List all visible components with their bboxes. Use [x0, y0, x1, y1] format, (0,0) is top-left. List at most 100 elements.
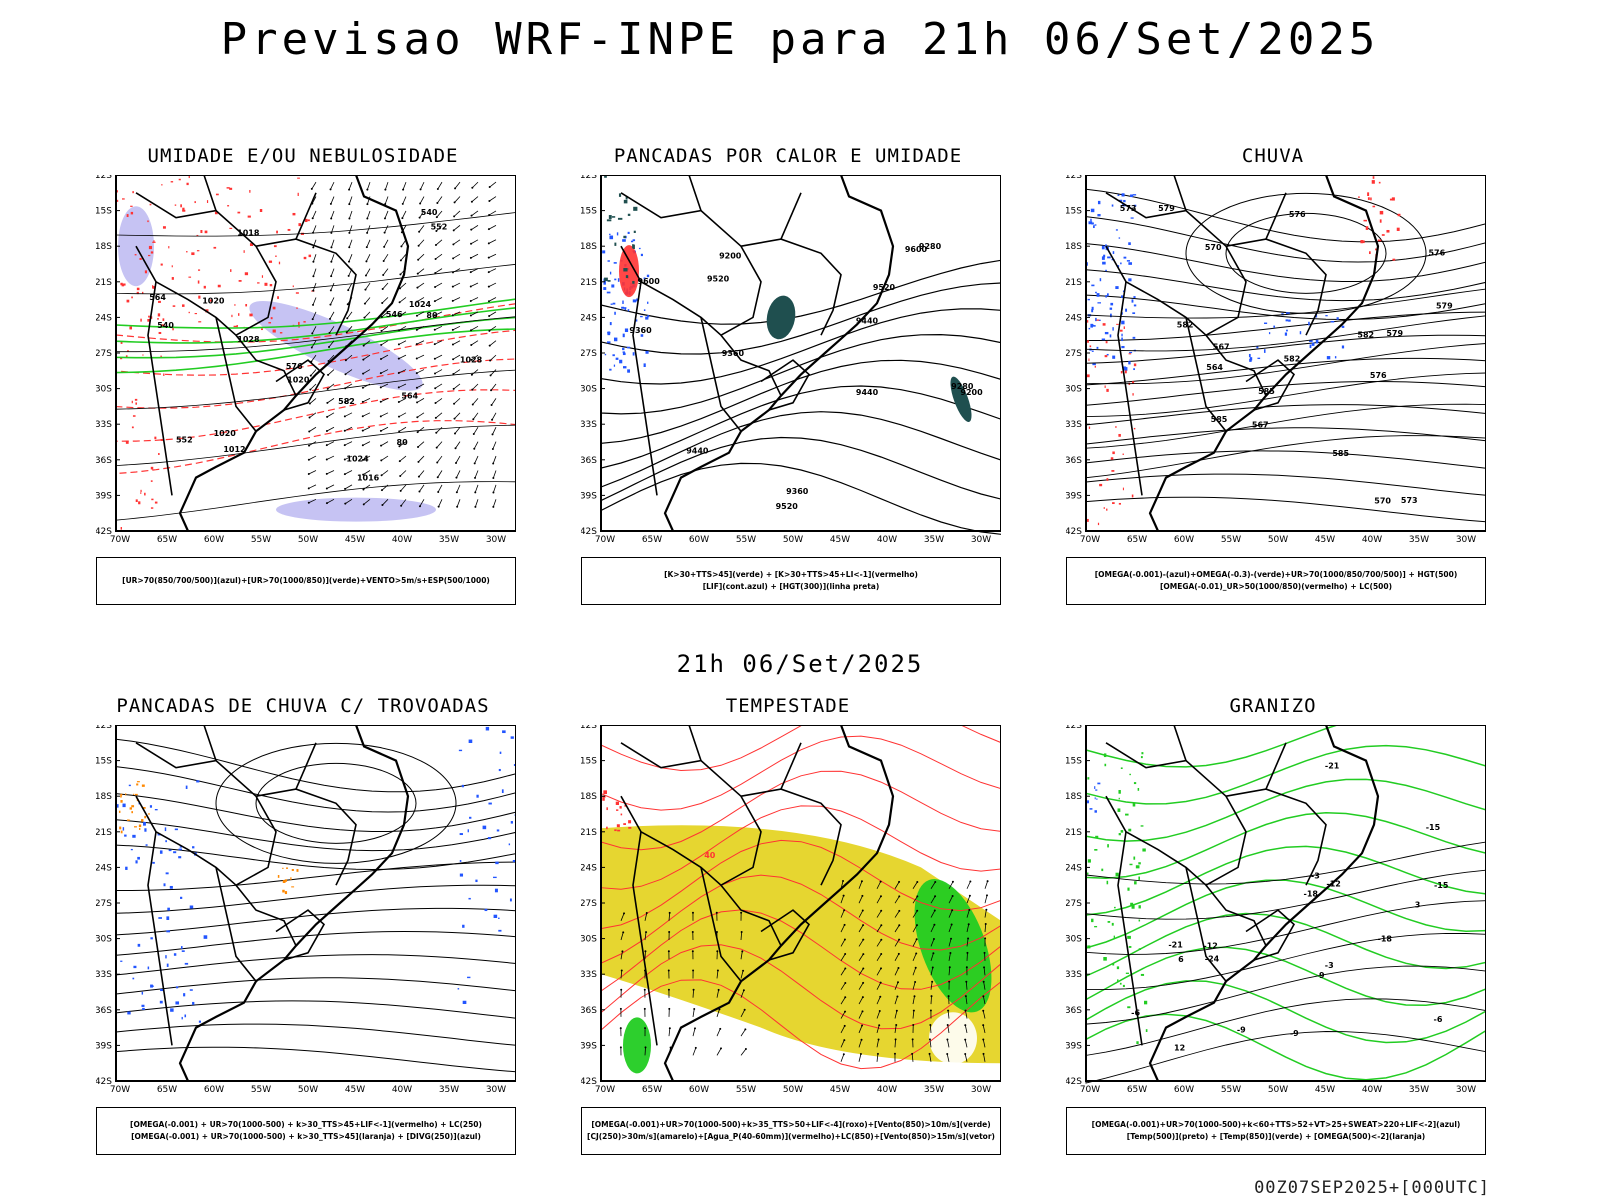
wind-vector-head: [382, 274, 385, 277]
contour-label: 552: [431, 222, 448, 231]
wind-vector-head: [329, 202, 332, 205]
cell-patch: [1094, 365, 1096, 368]
wind-vector: [740, 970, 744, 979]
political-border: [1185, 317, 1227, 432]
cell-patch: [1087, 859, 1091, 863]
cell-patch: [174, 204, 177, 206]
lat-tick-label: 30S: [1066, 935, 1082, 945]
cell-patch: [622, 239, 626, 242]
wind-vector: [840, 1039, 845, 1048]
wind-vector: [418, 470, 425, 477]
map-frame: [115, 725, 516, 1082]
wind-vector: [330, 254, 335, 262]
political-border: [215, 867, 257, 982]
lat-tick-label: 42S: [96, 527, 112, 537]
wind-vector: [435, 412, 443, 419]
wind-vector-head: [915, 952, 918, 955]
contour-label: 9520: [707, 274, 730, 283]
wind-vector: [858, 910, 864, 918]
cell-patch: [131, 426, 134, 429]
cell-patch: [498, 768, 501, 772]
cell-patch: [1111, 922, 1114, 926]
wind-vector-head: [932, 937, 935, 940]
wind-vector-head: [343, 429, 346, 432]
wind-vector-head: [433, 357, 436, 360]
cell-patch: [214, 211, 218, 215]
wind-vector-head: [492, 505, 495, 508]
wind-vector: [929, 1053, 932, 1062]
wind-vector: [326, 498, 335, 504]
wind-vector: [470, 239, 479, 245]
political-border: [1105, 192, 1247, 337]
wind-vector: [894, 996, 898, 1005]
cell-patch: [122, 283, 126, 286]
cell-patch: [1131, 299, 1134, 303]
cell-patch: [609, 322, 612, 326]
wind-vector: [472, 412, 479, 420]
wind-vector-head: [381, 288, 384, 291]
wind-vector: [454, 426, 461, 434]
wind-vector: [326, 470, 335, 475]
contour-label: 9280: [919, 242, 942, 251]
wind-vector: [456, 499, 461, 507]
wind-vector: [740, 1048, 747, 1056]
cell-patch: [1369, 251, 1371, 255]
wind-vector: [398, 325, 407, 331]
cell-patch: [458, 749, 463, 752]
wind-vector: [327, 369, 335, 376]
wind-vector-head: [384, 188, 387, 191]
wind-vector-head: [433, 300, 436, 303]
cell-patch: [147, 220, 149, 223]
wind-vector: [930, 996, 932, 1005]
cell-patch: [198, 295, 201, 299]
contour-label: -21: [1325, 761, 1340, 770]
cell-patch: [618, 193, 622, 197]
lon-tick-label: 50W: [783, 535, 803, 545]
wind-vector: [947, 1039, 950, 1048]
cell-patch: [1106, 508, 1108, 511]
political-border: [1117, 831, 1143, 1046]
wind-vector-head: [860, 1038, 863, 1041]
cell-patch: [1132, 194, 1137, 196]
cell-patch: [126, 299, 130, 303]
lat-tick-label: 27S: [581, 899, 597, 909]
wind-vector: [740, 932, 743, 941]
wind-vector: [326, 426, 335, 432]
political-border: [740, 238, 842, 336]
cell-patch: [168, 246, 170, 249]
cell-patch: [273, 245, 277, 248]
contour-label: -21: [1168, 941, 1183, 950]
contour-label: -9: [1237, 1026, 1246, 1035]
wind-vector: [858, 982, 864, 990]
cell-patch: [131, 400, 133, 404]
cell-patch: [1118, 790, 1121, 794]
contour-line: [1085, 932, 1486, 991]
wind-vector: [840, 968, 846, 976]
cell-patch: [1105, 341, 1108, 344]
wind-vector-head: [742, 969, 745, 972]
wind-vector-head: [328, 331, 331, 334]
wind-vector: [471, 354, 479, 361]
wind-vector: [436, 455, 443, 463]
political-border: [620, 192, 762, 337]
political-border: [740, 788, 842, 886]
cell-patch: [632, 352, 635, 356]
cell-patch: [233, 325, 237, 328]
cell-patch: [144, 815, 147, 819]
wind-vector-head: [966, 951, 969, 954]
cell-patch: [120, 527, 123, 530]
cell-patch: [215, 193, 219, 196]
wind-vector: [398, 340, 407, 345]
wind-vector: [840, 910, 845, 918]
lon-tick-label: 65W: [642, 535, 662, 545]
contour-label: -18: [1304, 890, 1319, 899]
cell-patch: [120, 960, 123, 962]
cell-patch: [120, 795, 122, 798]
wind-vector: [488, 225, 497, 230]
wind-vector: [311, 181, 317, 190]
forecast-date-label: 21h 06/Set/2025: [676, 650, 924, 678]
cell-patch: [175, 1001, 180, 1005]
wind-vector: [384, 225, 389, 233]
wind-vector: [876, 939, 882, 947]
contour-label: 1016: [357, 473, 380, 482]
